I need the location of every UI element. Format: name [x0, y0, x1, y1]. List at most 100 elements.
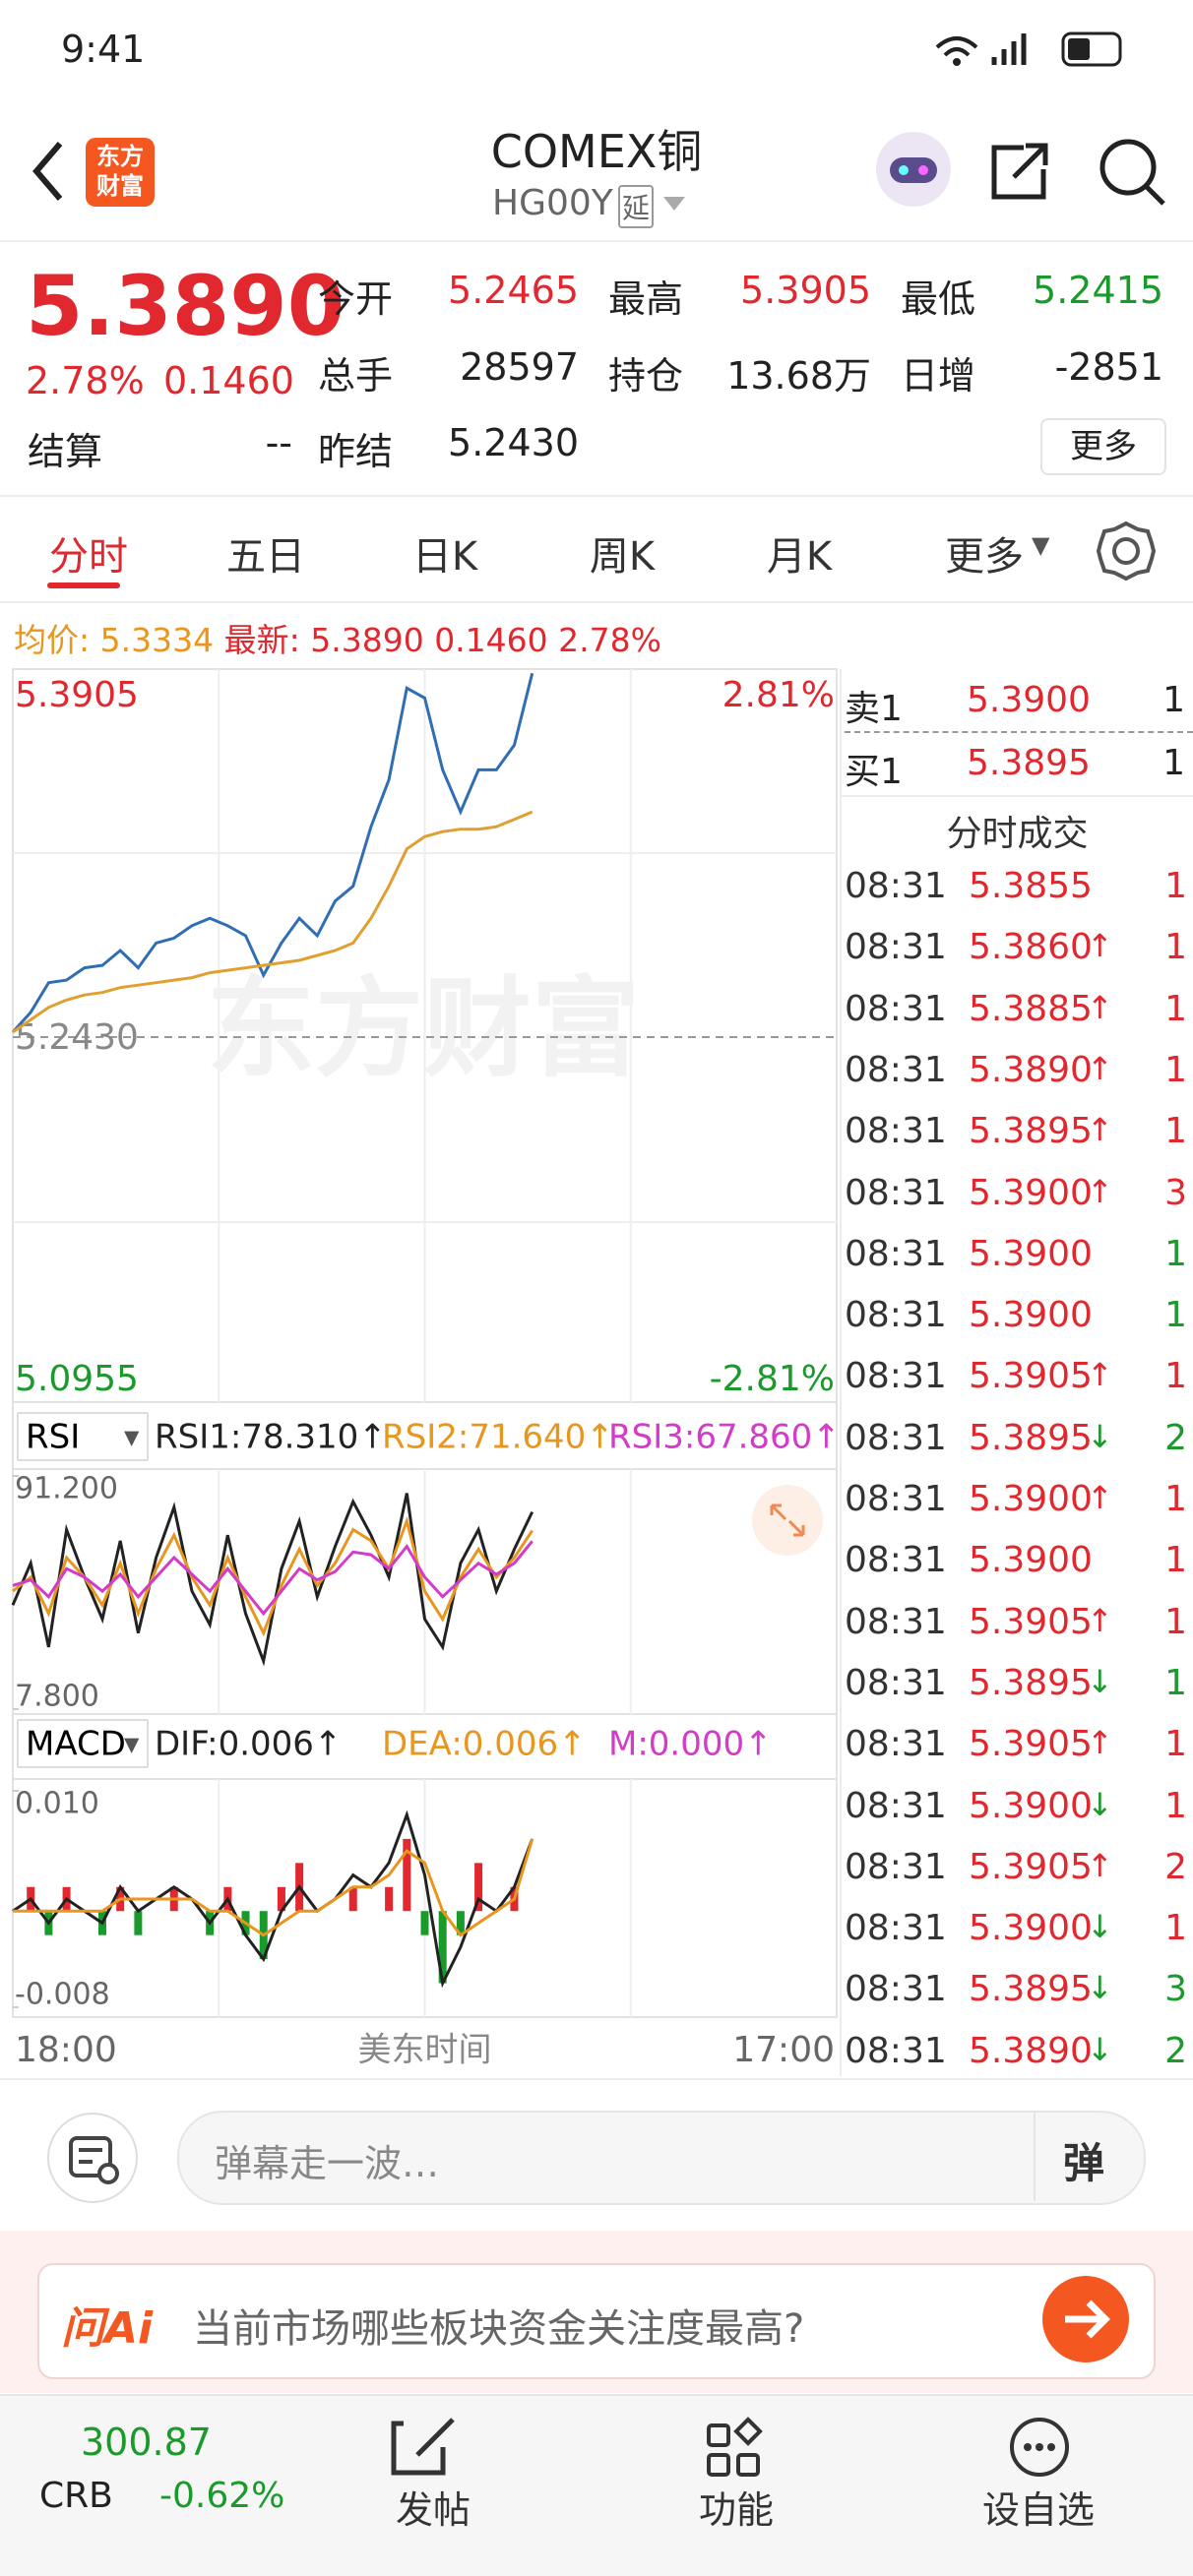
x-tick-label: 18:00 [15, 2030, 117, 2070]
trade-time: 08:31 [845, 1540, 947, 1581]
avg-label: 均价: [14, 621, 91, 659]
last-price: 5.3890 [26, 258, 345, 354]
selector-box[interactable] [17, 1719, 149, 1768]
header-icons [876, 132, 1165, 207]
macd-bar [438, 1911, 447, 1984]
tab-underline [47, 583, 120, 588]
expand-button[interactable] [752, 1485, 823, 1556]
indicator-label: DIF:0.006↑ [155, 1725, 342, 1764]
indicator-caret: ▼ [124, 1733, 140, 1756]
tab[interactable]: 日K [411, 534, 478, 580]
ai-box[interactable] [37, 2263, 1156, 2379]
trade-vol: 1 [1164, 1111, 1187, 1152]
tab[interactable]: 更多 [945, 534, 1024, 580]
last: 5.3890 [310, 621, 424, 659]
trade-vol: 3 [1164, 1969, 1187, 2010]
trade-time: 08:31 [845, 1172, 947, 1213]
change: 0.1460 [163, 359, 294, 402]
book-label: 卖1 [845, 689, 903, 729]
trade-time: 08:31 [845, 1846, 947, 1887]
y2-tick-label: 2.81% [722, 675, 835, 715]
y-tick-label: 91.200 [15, 1472, 118, 1506]
trade-dir: ↑ [1087, 1111, 1113, 1149]
expand-icon [770, 1503, 805, 1537]
trades-title: 分时成交 [946, 814, 1089, 854]
series-line [12, 1809, 534, 1989]
trade-time: 08:31 [845, 1295, 947, 1336]
trade-time: 08:31 [845, 1233, 947, 1274]
nav-item[interactable]: 设自选 [981, 2488, 1095, 2532]
field-label: 昨结 [318, 430, 394, 473]
trade-price: 5.3895 [969, 1969, 1093, 2010]
share-icon[interactable] [991, 143, 1048, 200]
code: HG00Y [492, 183, 613, 223]
index-change: -0.62% [159, 2476, 285, 2516]
bottom-nav [0, 2394, 1193, 2576]
trade-time: 08:31 [845, 1969, 947, 2010]
indicator-label: RSI2:71.640↑ [382, 1418, 614, 1457]
status-time: 9:41 [61, 28, 146, 71]
tab[interactable]: 月K [766, 534, 833, 580]
logo [86, 138, 155, 207]
trade-dir: ↓ [1087, 2030, 1113, 2068]
field-label: 总手 [318, 354, 394, 398]
tab[interactable]: 分时 [49, 534, 128, 580]
last-label: 最新: [223, 621, 300, 659]
trade-time: 08:31 [845, 1111, 947, 1152]
trade-vol: 3 [1164, 1172, 1187, 1213]
trade-time: 08:31 [845, 1908, 947, 1949]
y-tick-label: 5.3905 [15, 675, 139, 715]
trade-price: 5.3900 [969, 1295, 1093, 1336]
field-label: 日增 [901, 354, 976, 398]
comment-button[interactable]: 弹 [1063, 2139, 1105, 2187]
tab[interactable]: 周K [589, 534, 656, 580]
trade-time: 08:31 [845, 1724, 947, 1765]
macd-bar [403, 1838, 411, 1912]
comment-icon[interactable] [45, 2111, 140, 2205]
trade-time: 08:31 [845, 927, 947, 968]
macd-bar [456, 1911, 465, 1935]
settings-icon[interactable] [1095, 520, 1158, 583]
search-icon[interactable] [1099, 139, 1157, 196]
nav-icons [391, 2417, 1069, 2477]
back-button[interactable] [32, 142, 63, 201]
field-value: 5.2465 [448, 269, 579, 312]
trade-time: 08:31 [845, 988, 947, 1029]
trade-dir: ↑ [1087, 1172, 1113, 1210]
ai-send[interactable] [1041, 2275, 1130, 2363]
trade-vol: 1 [1164, 1908, 1187, 1949]
field-value: -- [265, 421, 292, 464]
trade-dir: ↑ [1087, 1846, 1113, 1884]
trade-dir: ↓ [1087, 1785, 1113, 1823]
trade-vol: 1 [1164, 1356, 1187, 1397]
book-price: 5.3900 [967, 680, 1091, 720]
nav-item[interactable]: 功能 [698, 2488, 774, 2532]
macd-bar [348, 1886, 357, 1912]
trade-price: 5.3900 [969, 1785, 1093, 1826]
trade-price: 5.3860 [969, 927, 1093, 968]
y-tick-label: -0.008 [15, 1978, 110, 2012]
trade-vol: 1 [1164, 1785, 1187, 1826]
trade-time: 08:31 [845, 1601, 947, 1642]
more-button[interactable]: 更多 [1040, 418, 1166, 475]
series-line [12, 1540, 534, 1617]
nav-item[interactable]: 发帖 [395, 2488, 471, 2532]
field-label: 今开 [318, 277, 394, 321]
trade-price: 5.3905 [969, 1724, 1093, 1765]
field-value: 13.68万 [726, 354, 871, 398]
delay-badge: 延 [618, 185, 655, 228]
trade-price: 5.3900 [969, 1233, 1093, 1274]
trade-dir: ↑ [1087, 988, 1113, 1026]
comment-input[interactable] [177, 2111, 1146, 2205]
trade-vol: 1 [1164, 1295, 1187, 1336]
dropdown[interactable] [659, 193, 689, 216]
tab[interactable]: 五日 [226, 534, 305, 580]
macd-bar [385, 1886, 394, 1912]
field-value: 5.2430 [448, 421, 579, 464]
summary: 均价: 5.3334 最新: 5.3890 0.1460 2.78% [14, 614, 661, 661]
trade-dir: ↑ [1087, 1356, 1113, 1394]
logo-text: 东方财富 [96, 143, 144, 200]
index-value[interactable]: 300.87 [81, 2421, 212, 2464]
selector-box[interactable] [17, 1412, 149, 1461]
trade-vol: 1 [1164, 1479, 1187, 1519]
